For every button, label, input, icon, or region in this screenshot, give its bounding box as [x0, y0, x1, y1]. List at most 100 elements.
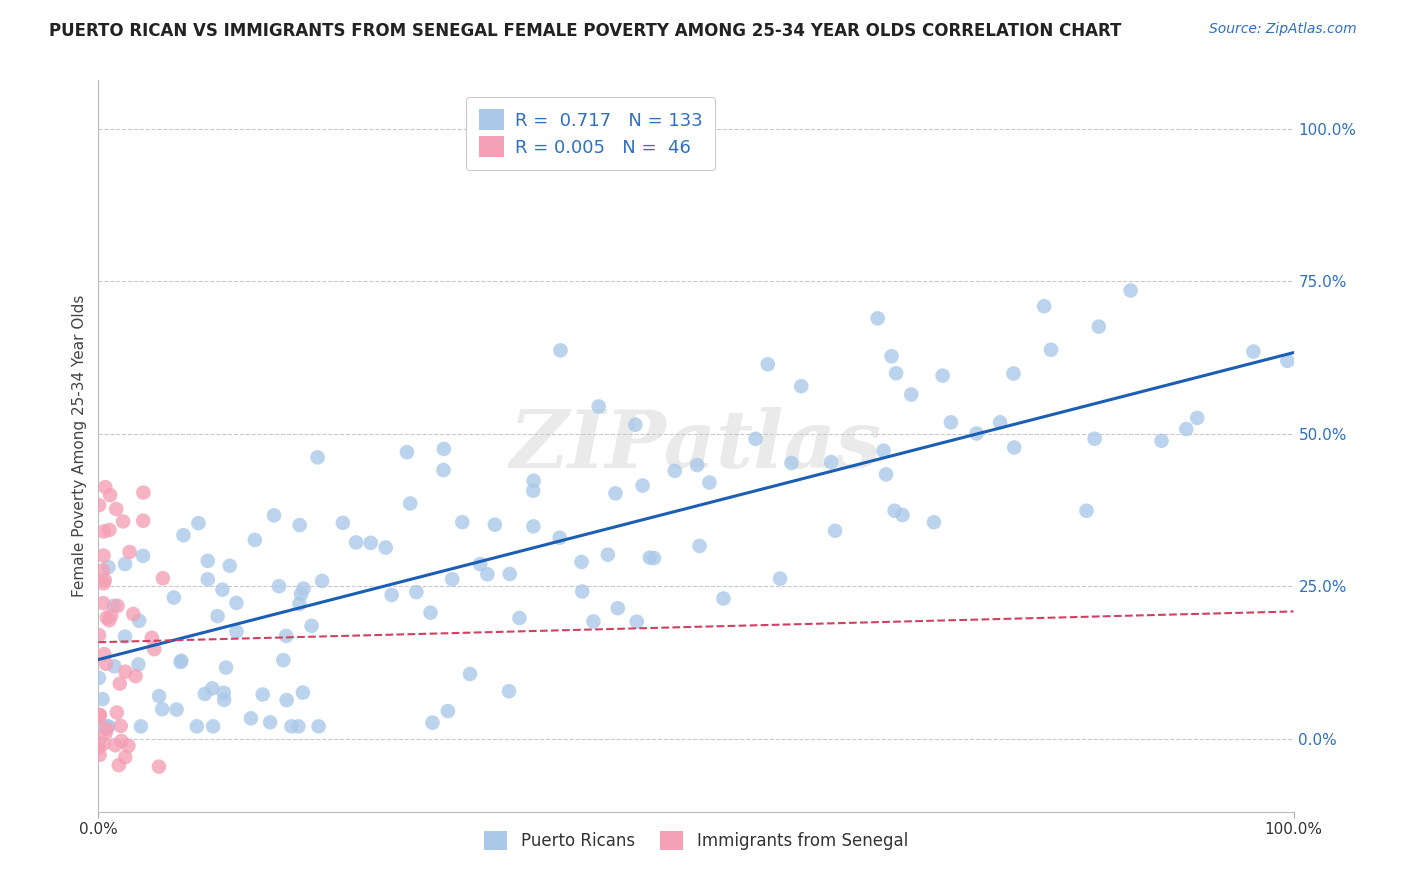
Point — [215, 660, 238, 674]
Point — [571, 584, 593, 599]
Point — [624, 417, 647, 432]
Point — [419, 606, 441, 620]
Point — [148, 759, 170, 773]
Point — [186, 719, 208, 733]
Text: PUERTO RICAN VS IMMIGRANTS FROM SENEGAL FEMALE POVERTY AMONG 25-34 YEAR OLDS COR: PUERTO RICAN VS IMMIGRANTS FROM SENEGAL … — [49, 22, 1122, 40]
Point — [484, 517, 506, 532]
Point — [97, 719, 120, 733]
Point — [225, 624, 247, 639]
Point — [308, 719, 330, 733]
Point — [89, 747, 111, 762]
Point — [1033, 299, 1056, 313]
Point — [276, 693, 298, 707]
Point — [550, 343, 572, 358]
Point — [114, 750, 136, 764]
Point — [103, 599, 125, 613]
Point — [548, 531, 571, 545]
Point — [824, 524, 846, 538]
Point — [344, 535, 367, 549]
Point — [97, 719, 120, 733]
Point — [141, 631, 163, 645]
Point — [212, 693, 235, 707]
Point — [93, 647, 115, 661]
Point — [94, 657, 117, 671]
Point — [87, 736, 110, 750]
Point — [98, 488, 121, 502]
Point — [91, 719, 114, 733]
Point — [713, 591, 735, 606]
Point — [93, 524, 115, 539]
Point — [468, 557, 491, 571]
Point — [522, 519, 544, 533]
Point — [769, 572, 792, 586]
Point — [163, 591, 186, 605]
Point — [94, 727, 117, 741]
Point — [605, 486, 627, 500]
Point — [875, 467, 897, 482]
Point — [891, 508, 914, 522]
Point — [571, 555, 593, 569]
Point — [820, 455, 842, 469]
Point — [273, 653, 295, 667]
Point — [477, 567, 499, 582]
Point — [239, 711, 262, 725]
Point — [252, 688, 274, 702]
Point — [118, 545, 141, 559]
Point — [966, 426, 988, 441]
Point — [243, 533, 266, 547]
Point — [499, 567, 522, 582]
Point — [207, 609, 229, 624]
Point — [422, 715, 444, 730]
Point — [606, 601, 628, 615]
Point — [301, 619, 323, 633]
Point — [1241, 344, 1264, 359]
Point — [699, 475, 721, 490]
Point — [1175, 422, 1198, 436]
Point — [93, 737, 115, 751]
Point — [756, 357, 779, 371]
Point — [458, 667, 481, 681]
Point — [114, 557, 136, 571]
Point — [498, 684, 520, 698]
Point — [686, 458, 709, 472]
Point — [374, 541, 396, 555]
Point — [201, 681, 224, 696]
Point — [1076, 504, 1098, 518]
Point — [360, 536, 382, 550]
Point — [267, 579, 290, 593]
Point — [1150, 434, 1173, 448]
Point — [110, 719, 132, 733]
Point — [1088, 319, 1111, 334]
Point — [170, 654, 193, 668]
Point — [451, 515, 474, 529]
Point — [922, 515, 945, 529]
Point — [288, 518, 311, 533]
Point — [98, 613, 121, 627]
Point — [1084, 432, 1107, 446]
Point — [292, 582, 315, 596]
Point — [197, 554, 219, 568]
Point — [197, 572, 219, 586]
Point — [689, 539, 711, 553]
Point — [866, 311, 889, 326]
Point — [437, 704, 460, 718]
Point — [218, 558, 240, 573]
Point — [87, 498, 110, 512]
Point — [107, 599, 129, 613]
Point — [128, 614, 150, 628]
Point — [143, 642, 166, 657]
Point — [596, 548, 619, 562]
Point — [132, 549, 155, 563]
Point — [287, 719, 309, 733]
Point — [638, 550, 661, 565]
Point — [114, 665, 136, 679]
Point — [87, 741, 110, 756]
Point — [1040, 343, 1063, 357]
Point — [884, 366, 907, 380]
Point — [91, 692, 114, 706]
Point — [129, 719, 152, 733]
Point — [883, 504, 905, 518]
Point — [94, 480, 117, 494]
Legend: Puerto Ricans, Immigrants from Senegal: Puerto Ricans, Immigrants from Senegal — [475, 822, 917, 858]
Point — [939, 415, 962, 429]
